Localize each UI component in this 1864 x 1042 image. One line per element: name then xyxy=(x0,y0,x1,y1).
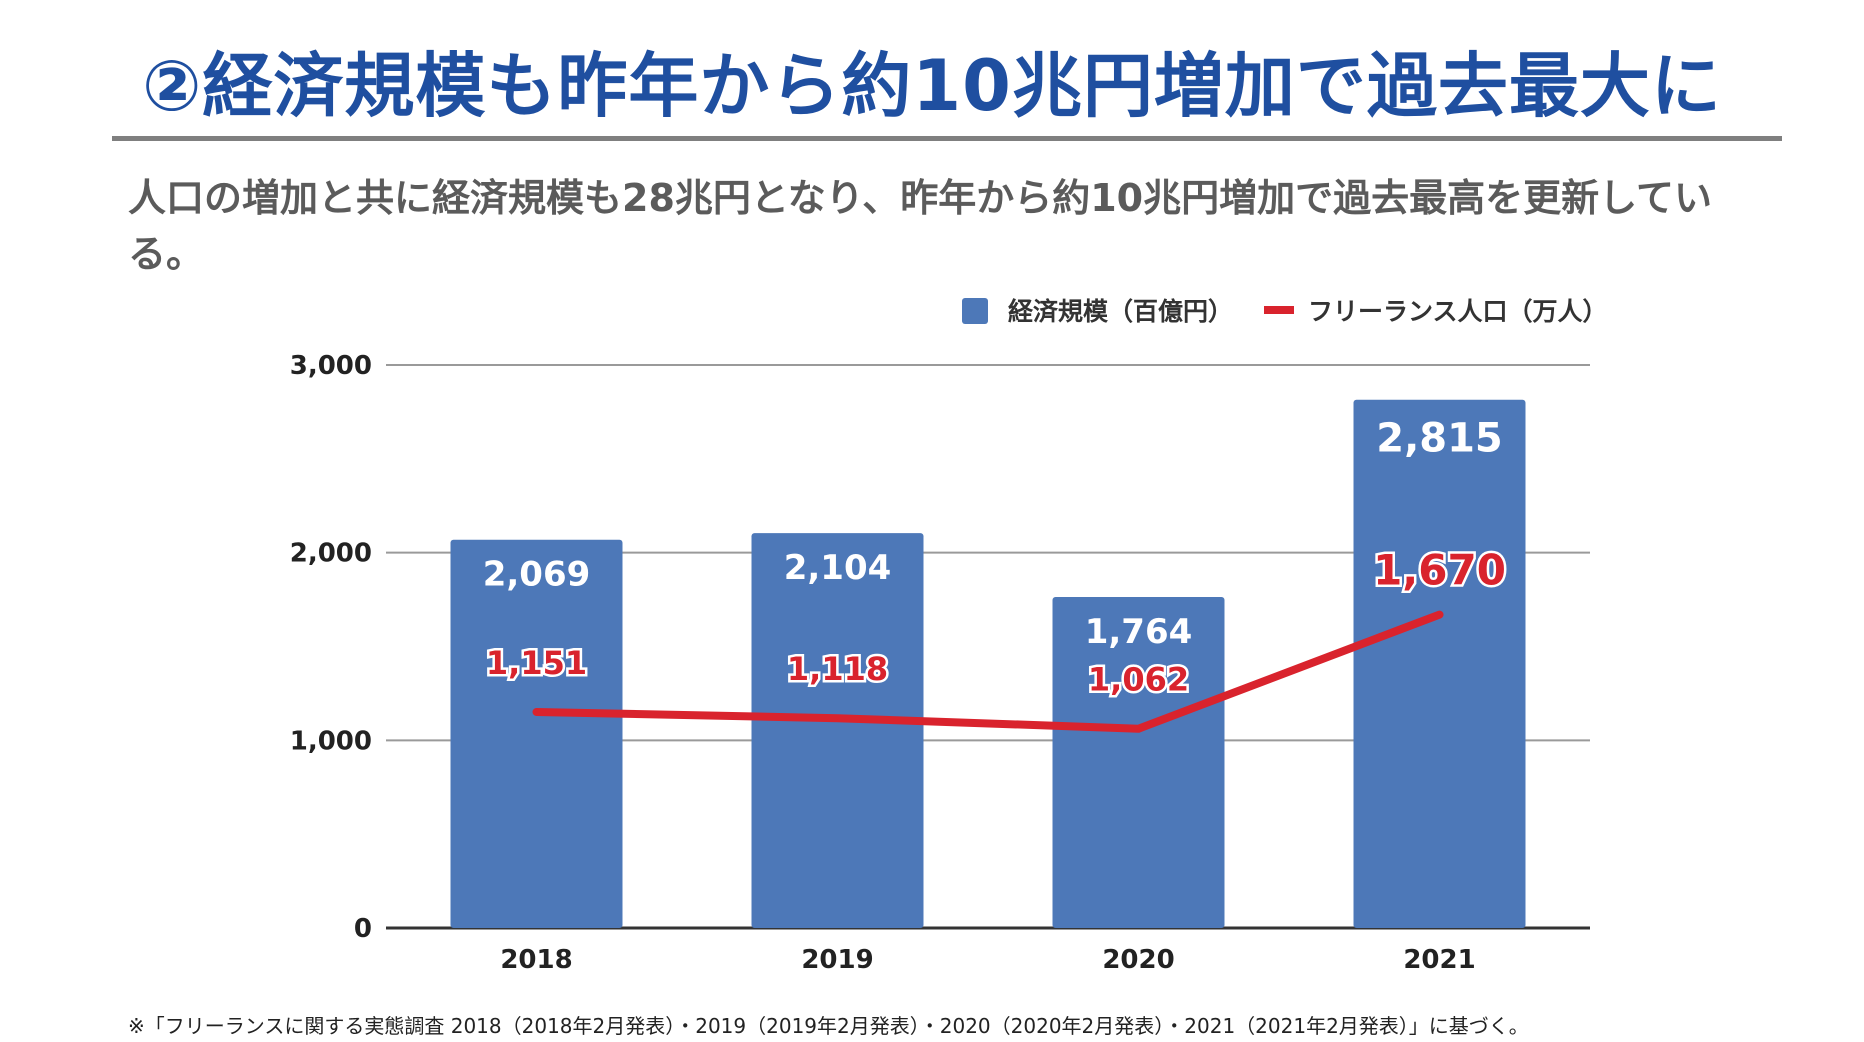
x-tick-label: 2021 xyxy=(1403,945,1475,975)
line-value-label: 1,062 xyxy=(1088,661,1189,699)
legend-label-line: フリーランス人口（万人） xyxy=(1308,297,1608,326)
combo-chart: 0 1,000 2,000 3,000 2,069 2,104 1,764 2,815 2018… xyxy=(290,297,1608,975)
bar-value-label: 1,764 xyxy=(1085,612,1193,652)
bar xyxy=(1052,596,1225,928)
line-point xyxy=(1438,613,1441,616)
y-tick-label: 3,000 xyxy=(290,351,372,381)
source-footnote: ※「フリーランスに関する実態調査 2018（2018年2月発表）・2019（20… xyxy=(128,1014,1529,1038)
y-tick-label: 0 xyxy=(354,914,372,944)
line-point xyxy=(1137,727,1140,730)
bar xyxy=(450,539,623,928)
bar-value-label: 2,069 xyxy=(483,555,591,595)
title-divider xyxy=(112,136,1782,141)
line-point xyxy=(836,717,839,720)
x-tick-label: 2018 xyxy=(500,945,572,975)
bar xyxy=(1353,399,1526,928)
legend-swatch-bar xyxy=(962,298,988,324)
x-tick-label: 2019 xyxy=(801,945,873,975)
x-tick-label: 2020 xyxy=(1102,945,1174,975)
legend-swatch-line xyxy=(1264,306,1294,314)
line-value-label: 1,670 xyxy=(1373,546,1506,595)
legend-label-bar: 経済規模（百億円） xyxy=(1008,297,1233,326)
y-tick-label: 1,000 xyxy=(290,726,372,756)
population-line xyxy=(532,610,1444,733)
y-tick-label: 2,000 xyxy=(290,539,372,569)
line-point xyxy=(535,710,538,713)
bar xyxy=(751,533,924,928)
line-value-label: 1,118 xyxy=(787,650,888,688)
bar-value-label: 2,104 xyxy=(784,548,892,588)
page-title: ②経済規模も昨年から約10兆円増加で過去最大に xyxy=(142,45,1722,127)
line-value-label: 1,151 xyxy=(486,644,587,682)
page-subtitle: 人口の増加と共に経済規模も28兆円となり、昨年から約10兆円増加で過去最高を更新… xyxy=(128,176,1712,276)
bar-value-label: 2,815 xyxy=(1376,416,1503,462)
